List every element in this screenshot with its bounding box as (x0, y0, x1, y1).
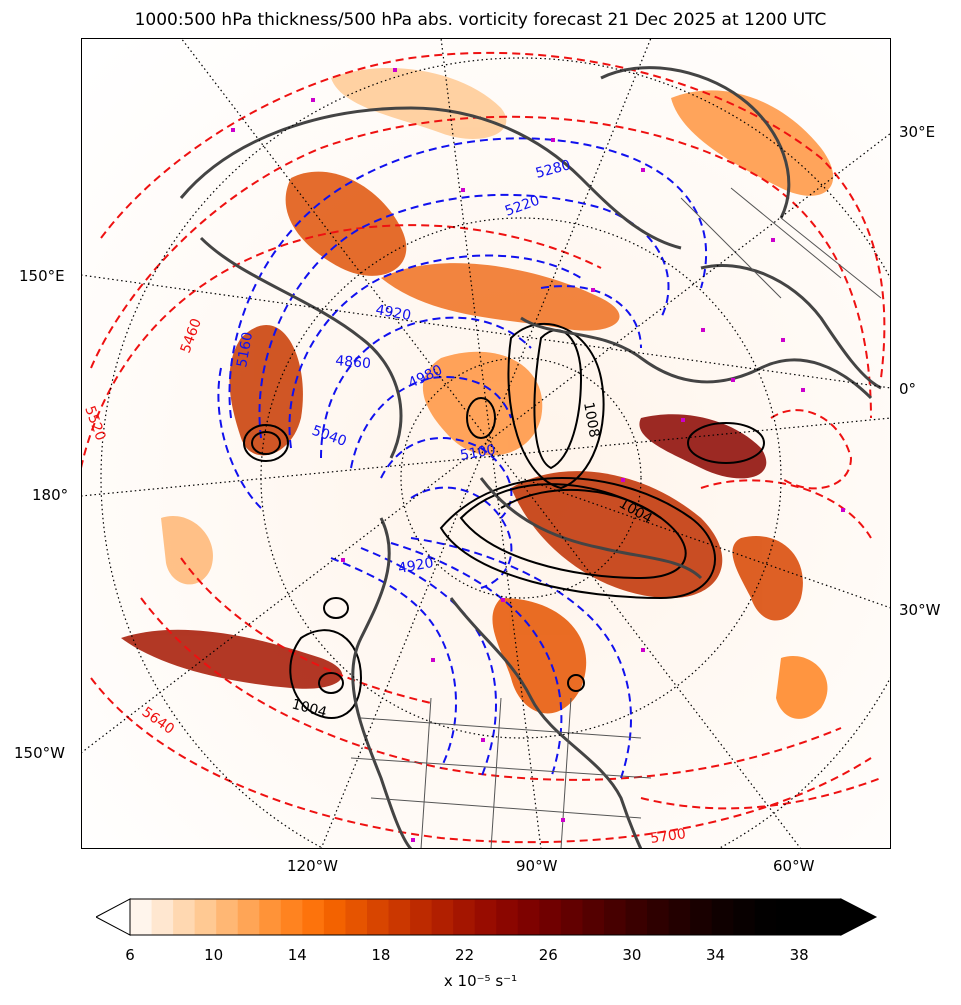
colorbar-cell (388, 899, 411, 935)
colorbar-tick-label: 14 (287, 946, 307, 964)
colorbar-cell (754, 899, 777, 935)
colorbar-cell (216, 899, 239, 935)
pressure-markers (231, 68, 845, 842)
colorbar-tick-label: 38 (789, 946, 809, 964)
colorbar-tick-label: 6 (125, 946, 135, 964)
colorbar-cell (151, 899, 174, 935)
colorbar-cell (367, 899, 390, 935)
lon-label-180: 180° (32, 486, 69, 504)
colorbar-cell (733, 899, 756, 935)
colorbar-cell (797, 899, 820, 935)
contour-label: 4920 (374, 302, 412, 324)
contour-label: 4860 (335, 353, 372, 372)
colorbar-cell (517, 899, 540, 935)
contour-label: 5700 (649, 826, 687, 847)
colorbar-cell (776, 899, 799, 935)
lon-label-60w: 60°W (773, 857, 815, 875)
vorticity-field (121, 68, 834, 719)
colorbar-cell (259, 899, 282, 935)
colorbar-cell (647, 899, 670, 935)
map-title: 1000:500 hPa thickness/500 hPa abs. vort… (134, 10, 827, 30)
colorbar-cell (625, 899, 648, 935)
contour-label: 5160 (234, 331, 256, 369)
lon-label-90w: 90°W (516, 857, 558, 875)
map-canvas: 5280 5220 4920 5460 5160 4860 4980 5040 … (80, 37, 942, 899)
colorbar-cell (690, 899, 713, 935)
colorbar-cell (302, 899, 325, 935)
colorbar-cell (819, 899, 842, 935)
colorbar-tick-label: 10 (204, 946, 224, 964)
lon-label-0: 0° (899, 380, 917, 398)
colorbar-tick-label: 26 (538, 946, 558, 964)
thickness-contours-cold (217, 137, 707, 779)
colorbar-cell (194, 899, 217, 935)
lon-label-120w: 120°W (287, 857, 338, 875)
colorbar-cell (173, 899, 196, 935)
lon-label-150e: 150°E (19, 267, 65, 285)
colorbar (94, 898, 878, 936)
colorbar-cell (345, 899, 368, 935)
colorbar-cell (539, 899, 562, 935)
lon-label-30e: 30°E (899, 123, 936, 141)
colorbar-tick-label: 30 (622, 946, 642, 964)
contour-label: 4920 (397, 555, 435, 577)
lon-label-150w: 150°W (14, 744, 65, 762)
contour-label: 5100 (459, 442, 497, 464)
colorbar-cell (280, 899, 303, 935)
colorbar-tick-label: 34 (705, 946, 726, 964)
colorbar-cell (410, 899, 433, 935)
colorbar-graphic (94, 898, 878, 936)
colorbar-cell (431, 899, 454, 935)
colorbar-cell (582, 899, 605, 935)
colorbar-cell (668, 899, 691, 935)
colorbar-cell (323, 899, 346, 935)
coastlines (179, 66, 882, 851)
colorbar-label: x 10⁻⁵ s⁻¹ (443, 972, 518, 990)
map-border (81, 38, 891, 849)
colorbar-max-extension (840, 898, 878, 936)
colorbar-cell (711, 899, 734, 935)
colorbar-cell (453, 899, 476, 935)
colorbar-cell (496, 899, 519, 935)
colorbar-cell (560, 899, 583, 935)
political-borders (350, 187, 882, 850)
colorbar-min-extension (94, 898, 131, 936)
contour-label: 1008 (580, 401, 602, 439)
colorbar-cell (130, 899, 153, 935)
lon-label-30w: 30°W (899, 601, 941, 619)
colorbar-cell (474, 899, 497, 935)
colorbar-cell (604, 899, 627, 935)
colorbar-tick-label: 18 (371, 946, 391, 964)
map-frame: 5280 5220 4920 5460 5160 4860 4980 5040 … (80, 37, 942, 899)
colorbar-cell (237, 899, 260, 935)
colorbar-tick-label: 22 (455, 946, 475, 964)
